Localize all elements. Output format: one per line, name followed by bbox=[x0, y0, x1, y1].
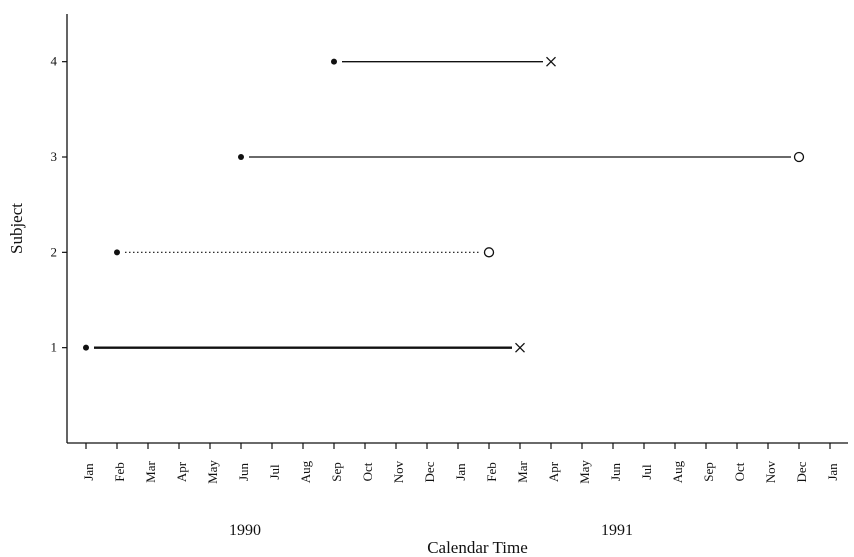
x-tick-label: Jun bbox=[608, 462, 623, 481]
x-tick-label: Aug bbox=[298, 460, 313, 483]
y-tick-label: 2 bbox=[51, 244, 58, 259]
x-tick-label: Sep bbox=[701, 462, 716, 482]
y-tick-label: 1 bbox=[51, 340, 58, 355]
y-tick-label: 3 bbox=[51, 149, 58, 164]
series-subject-4 bbox=[331, 56, 556, 67]
x-tick-label: Jul bbox=[267, 464, 282, 480]
x-tick-label: Jun bbox=[236, 462, 251, 481]
start-marker bbox=[114, 249, 120, 256]
y-tick-label: 4 bbox=[51, 54, 58, 69]
event-marker bbox=[515, 342, 525, 353]
start-marker bbox=[238, 154, 244, 160]
x-tick-label: Nov bbox=[391, 460, 406, 483]
x-tick-label: Feb bbox=[112, 462, 127, 482]
series-subject-1 bbox=[83, 342, 525, 353]
x-ticks: Jan Feb Mar Apr May Jun Jul Aug Sep Oct Nov Dec Jan F… bbox=[81, 443, 840, 484]
event-marker bbox=[546, 56, 556, 67]
series-group bbox=[83, 56, 805, 353]
x-tick-label: Apr bbox=[546, 461, 561, 482]
year-label: 1990 bbox=[229, 522, 261, 539]
x-tick-label: Nov bbox=[763, 460, 778, 483]
x-tick-label: Jul bbox=[639, 464, 654, 480]
x-tick-label: Mar bbox=[515, 461, 530, 483]
censor-marker bbox=[483, 247, 495, 258]
x-tick-label: Jan bbox=[81, 463, 96, 481]
x-tick-label: Jan bbox=[453, 463, 468, 481]
x-tick-label: May bbox=[205, 460, 220, 484]
start-marker bbox=[331, 58, 337, 65]
series-subject-3 bbox=[238, 151, 805, 163]
x-tick-label: Sep bbox=[329, 462, 344, 482]
x-tick-label: May bbox=[577, 460, 592, 484]
x-tick-label: Jan bbox=[825, 463, 840, 481]
x-tick-label: Oct bbox=[732, 462, 747, 481]
axes bbox=[66, 14, 848, 444]
year-label: 1991 bbox=[601, 522, 633, 539]
start-marker bbox=[83, 344, 89, 351]
year-labels: 1990 1991 bbox=[229, 522, 633, 539]
y-ticks: 1 2 3 4 bbox=[51, 54, 67, 355]
x-tick-label: Apr bbox=[174, 461, 189, 482]
x-tick-label: Dec bbox=[422, 461, 437, 482]
censor-marker bbox=[793, 151, 805, 163]
x-tick-label: Feb bbox=[484, 462, 499, 482]
x-axis-title: Calendar Time bbox=[427, 538, 528, 557]
y-axis-title: Subject bbox=[7, 203, 26, 254]
x-tick-label: Dec bbox=[794, 461, 809, 482]
x-tick-label: Oct bbox=[360, 462, 375, 481]
series-subject-2 bbox=[114, 247, 495, 258]
x-tick-label: Mar bbox=[143, 461, 158, 483]
x-tick-label: Aug bbox=[670, 460, 685, 483]
